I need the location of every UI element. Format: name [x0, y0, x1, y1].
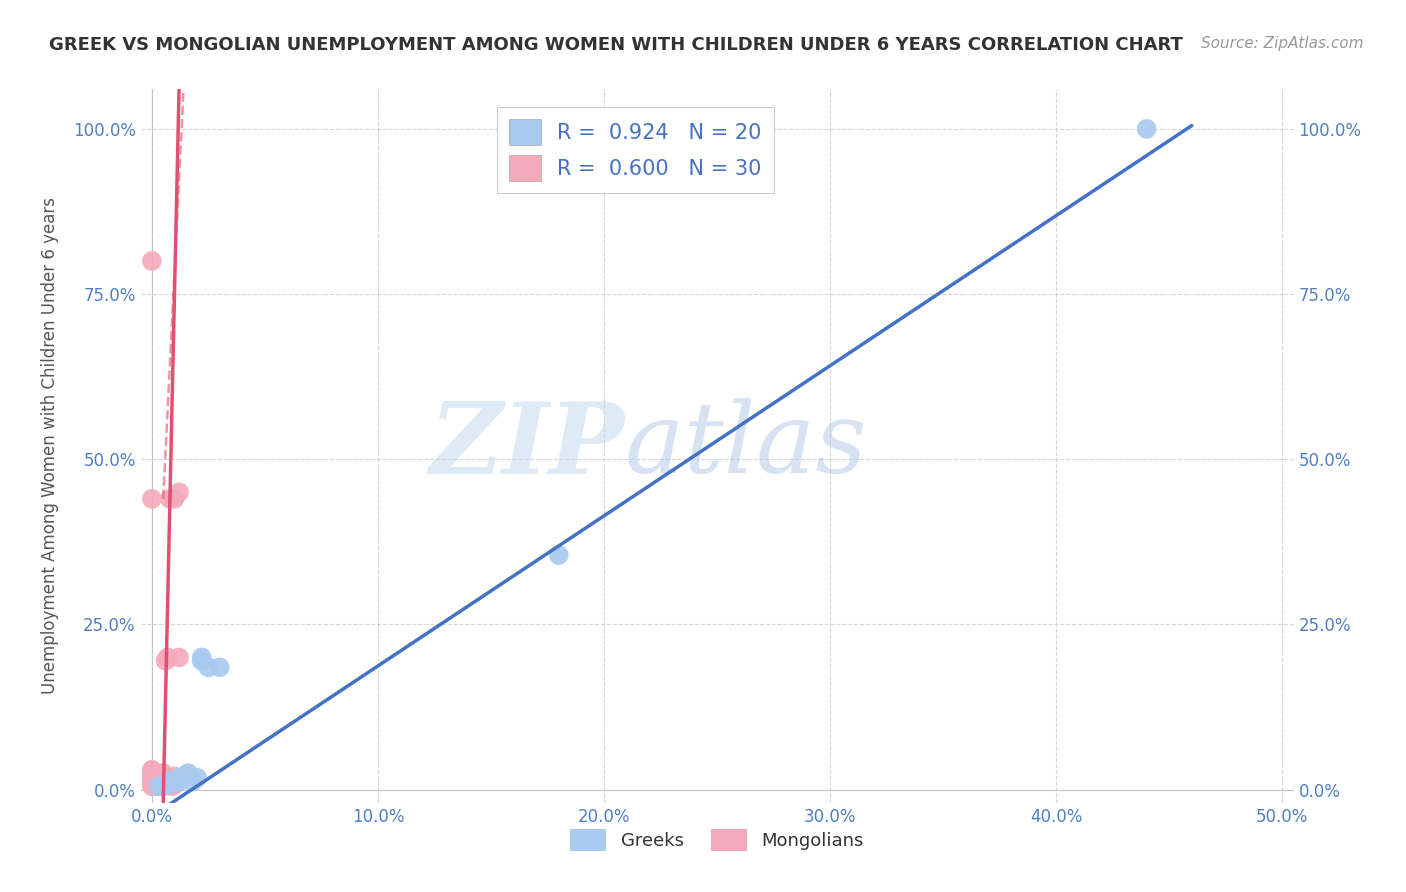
Point	[156, 776, 179, 790]
Point	[155, 776, 177, 790]
Point	[159, 774, 181, 789]
Text: atlas: atlas	[624, 399, 868, 493]
Point	[141, 779, 163, 793]
Point	[141, 766, 163, 780]
Point	[141, 764, 163, 778]
Point	[156, 650, 179, 665]
Point	[159, 776, 181, 790]
Point	[170, 771, 193, 785]
Point	[156, 777, 179, 791]
Point	[152, 777, 174, 791]
Point	[141, 774, 163, 789]
Point	[1135, 121, 1157, 136]
Point	[163, 776, 186, 790]
Point	[167, 485, 190, 500]
Point	[152, 766, 174, 780]
Point	[167, 774, 190, 789]
Point	[145, 779, 167, 793]
Legend: Greeks, Mongolians: Greeks, Mongolians	[562, 822, 872, 858]
Point	[177, 766, 200, 780]
Point	[141, 772, 163, 787]
Point	[141, 777, 163, 791]
Point	[155, 654, 177, 668]
Point	[190, 654, 212, 668]
Point	[167, 650, 190, 665]
Point	[156, 777, 179, 791]
Point	[152, 779, 174, 793]
Point	[149, 771, 172, 785]
Text: GREEK VS MONGOLIAN UNEMPLOYMENT AMONG WOMEN WITH CHILDREN UNDER 6 YEARS CORRELAT: GREEK VS MONGOLIAN UNEMPLOYMENT AMONG WO…	[49, 36, 1182, 54]
Point	[159, 491, 181, 506]
Point	[162, 779, 184, 793]
Point	[163, 777, 186, 791]
Text: ZIP: ZIP	[430, 398, 624, 494]
Point	[208, 660, 231, 674]
Point	[163, 491, 186, 506]
Point	[148, 779, 170, 793]
Point	[163, 769, 186, 783]
Point	[174, 769, 197, 783]
Point	[547, 548, 569, 562]
Point	[152, 769, 174, 783]
Point	[141, 776, 163, 790]
Point	[148, 776, 170, 790]
Point	[141, 491, 163, 506]
Point	[141, 763, 163, 777]
Point	[181, 774, 204, 789]
Point	[190, 650, 212, 665]
Point	[197, 660, 219, 674]
Text: Source: ZipAtlas.com: Source: ZipAtlas.com	[1201, 36, 1364, 51]
Point	[163, 772, 186, 787]
Point	[163, 772, 186, 787]
Point	[141, 769, 163, 783]
Point	[173, 769, 195, 783]
Y-axis label: Unemployment Among Women with Children Under 6 years: Unemployment Among Women with Children U…	[41, 197, 59, 695]
Point	[186, 771, 208, 785]
Point	[141, 254, 163, 268]
